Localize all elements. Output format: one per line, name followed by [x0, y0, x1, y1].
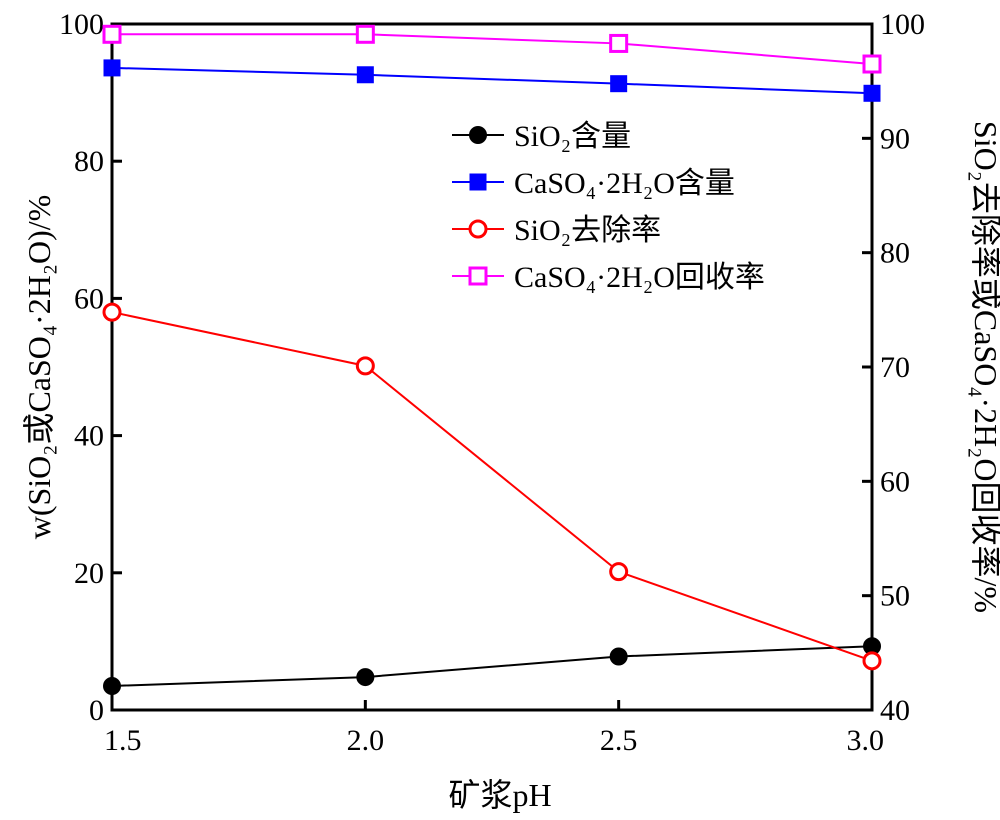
- legend-marker: [469, 173, 487, 191]
- series-2-point: [863, 84, 881, 102]
- y-right-tick-label: 80: [880, 237, 910, 270]
- y-left-axis-title: w(SiO₂或CaSO₄·2H₂O)/%: [21, 195, 57, 540]
- y-right-tick-label: 40: [880, 694, 910, 727]
- y-right-tick-label: 90: [880, 122, 910, 155]
- legend-marker: [468, 219, 488, 239]
- y-left-tick-label: 60: [74, 282, 104, 315]
- series-3-point: [102, 302, 122, 322]
- plot-frame: [110, 22, 874, 712]
- series-2-point: [610, 75, 628, 93]
- y-right-tick-label: 70: [880, 351, 910, 384]
- y-left-tick-label: 80: [74, 145, 104, 178]
- x-tick-label: 1.5: [104, 724, 142, 757]
- series-4-point: [102, 24, 122, 44]
- x-tick-label: 2.5: [600, 724, 638, 757]
- series-line-2: [111, 66, 873, 95]
- legend-marker: [469, 126, 487, 144]
- series-line-1: [111, 645, 873, 687]
- series-line-3: [111, 311, 873, 662]
- y-left-tick-label: 100: [59, 8, 104, 41]
- legend-marker: [468, 266, 488, 286]
- y-left-tick-label: 20: [74, 557, 104, 590]
- series-3-point: [609, 562, 629, 582]
- y-left-tick-label: 40: [74, 420, 104, 453]
- series-4-point: [862, 54, 882, 74]
- series-4-point: [609, 33, 629, 53]
- legend-label: CaSO₄·2H₂O回收率: [514, 261, 765, 294]
- series-3-point: [862, 651, 882, 671]
- series-1-point: [356, 668, 375, 687]
- series-1-point: [609, 647, 628, 666]
- series-line-4: [112, 33, 873, 66]
- series-3-point: [355, 356, 375, 376]
- legend-label: SiO₂含量: [514, 120, 631, 153]
- x-tick-label: 3.0: [847, 724, 885, 757]
- series-2-point: [356, 66, 374, 84]
- y-left-tick-label: 0: [89, 694, 104, 727]
- y-right-axis-title: SiO₂去除率或CaSO₄·2H₂O回收率/%: [968, 121, 1000, 613]
- series-4-point: [355, 24, 375, 44]
- series-1-point: [103, 676, 121, 695]
- legend-label: CaSO₄·2H₂O含量: [514, 167, 735, 200]
- y-right-tick-label: 60: [880, 465, 910, 498]
- legend-label: SiO₂去除率: [514, 214, 661, 247]
- y-right-tick-label: 100: [880, 8, 925, 41]
- x-tick-label: 2.0: [347, 724, 385, 757]
- x-axis-title: 矿浆pH: [448, 777, 551, 813]
- y-right-tick-label: 50: [880, 580, 910, 613]
- series-2-point: [103, 59, 121, 77]
